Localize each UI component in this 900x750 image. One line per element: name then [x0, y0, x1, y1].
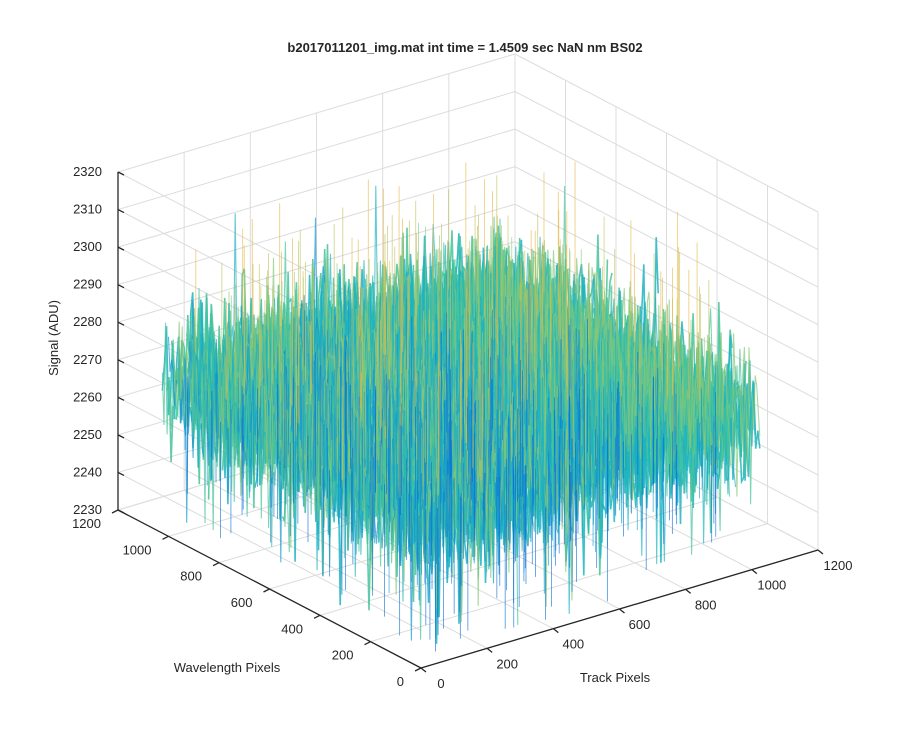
grid-line	[117, 472, 422, 631]
x-tick-label: 0	[437, 676, 444, 691]
y-tick-label: 0	[397, 674, 404, 689]
grid-line	[319, 496, 718, 616]
surface-mesh	[161, 161, 761, 652]
z-tick-mark	[117, 321, 125, 326]
x-tick-mark	[420, 667, 427, 673]
y-tick-label: 400	[281, 621, 303, 636]
z-tick-mark	[117, 246, 125, 251]
x-tick-label: 1200	[824, 558, 853, 573]
x-tick-label: 1000	[757, 578, 786, 593]
axis-box	[111, 171, 824, 673]
z-tick-label: 2280	[73, 314, 102, 329]
z-tick-label: 2290	[73, 277, 102, 292]
y-tick-label: 1000	[123, 542, 152, 557]
z-tick-mark	[117, 471, 125, 477]
x-tick-label: 600	[629, 617, 651, 632]
z-tick-mark	[117, 208, 125, 214]
y-tick-mark	[212, 562, 220, 567]
x-axis-label: Track Pixels	[580, 670, 651, 685]
tick-labels: 0 200 400 600 800 1000 1200 0 200 400 600 800 1000 12…	[72, 164, 852, 691]
y-tick-mark	[414, 667, 422, 672]
z-axis-label: Signal (ADU)	[46, 300, 61, 376]
x-tick-mark	[552, 628, 559, 634]
x-tick-mark	[685, 588, 692, 594]
y-tick-label: 1200	[72, 516, 101, 531]
y-tick-mark	[364, 641, 371, 646]
z-tick-label: 2320	[73, 164, 102, 179]
z-tick-mark	[117, 284, 125, 289]
z-tick-label: 2300	[73, 239, 102, 254]
x-tick-mark	[619, 608, 625, 614]
y-tick-label: 200	[332, 648, 354, 663]
z-tick-mark	[117, 359, 125, 364]
z-tick-mark	[117, 396, 125, 401]
y-axis-label: Wavelength Pixels	[174, 660, 281, 675]
z-tick-label: 2270	[73, 352, 102, 367]
z-tick-label: 2260	[73, 389, 102, 404]
x-tick-mark	[751, 569, 758, 575]
z-tick-mark	[117, 434, 125, 439]
chart-title: b2017011201_img.mat int time = 1.4509 se…	[287, 40, 642, 55]
y-tick-mark	[263, 588, 270, 593]
y-tick-label: 800	[180, 569, 202, 584]
y-tick-label: 600	[231, 595, 253, 610]
z-tick-mark	[117, 509, 125, 514]
x-tick-mark	[486, 647, 493, 653]
x-tick-label: 800	[695, 597, 717, 612]
surface-column	[494, 233, 755, 505]
x-tick-label: 400	[562, 637, 584, 652]
z-tick-label: 2230	[73, 502, 102, 517]
z-tick-mark	[117, 171, 125, 176]
y-tick-mark	[313, 614, 321, 619]
y-tick-mark	[111, 509, 119, 514]
z-tick-label: 2250	[73, 427, 102, 442]
y-tick-mark	[162, 535, 169, 540]
z-tick-label: 2240	[73, 464, 102, 479]
z-tick-label: 2310	[73, 202, 102, 217]
x-tick-mark	[817, 549, 824, 555]
x-tick-label: 200	[496, 656, 518, 671]
